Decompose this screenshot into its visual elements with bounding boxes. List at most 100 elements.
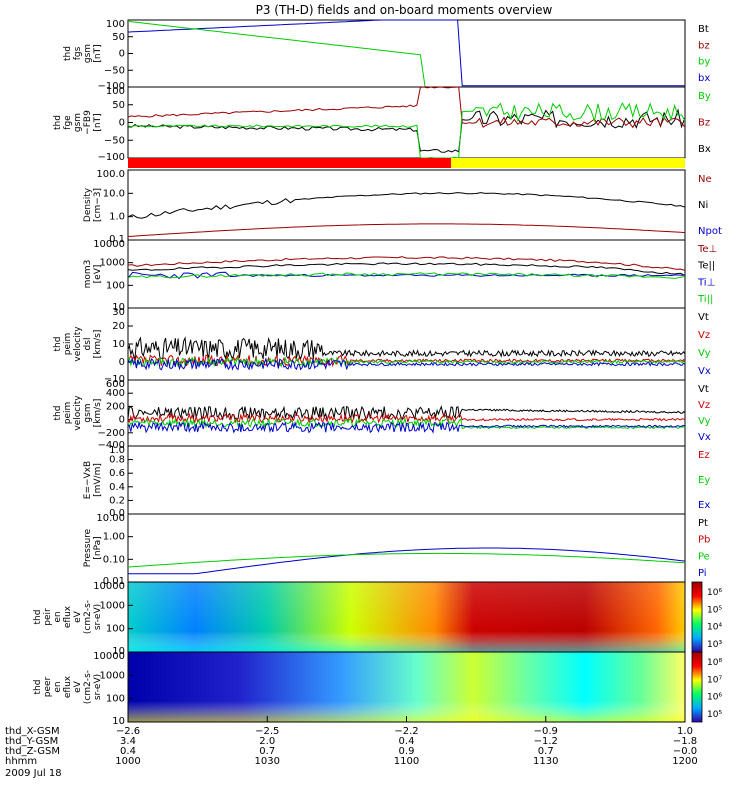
y-axis-label: gsm xyxy=(83,403,93,422)
x-row-label: thd_X-GSM xyxy=(5,726,60,737)
y-tick-label: 100 xyxy=(106,86,125,97)
y-tick-label: 1000 xyxy=(100,670,125,681)
x-row-value: 3.4 xyxy=(120,736,136,747)
legend-bx: bx xyxy=(698,73,710,84)
panel-frame xyxy=(127,307,686,381)
y-tick-label: 400 xyxy=(106,388,125,399)
legend-vz: Vz xyxy=(698,400,710,411)
y-tick-label: 1.0 xyxy=(109,445,125,456)
y-tick-label: 0.2 xyxy=(109,495,125,506)
y-axis-label: fge xyxy=(63,115,73,130)
y-axis-label: velocity xyxy=(73,395,83,431)
y-tick-label: 50 xyxy=(112,100,125,111)
y-axis-label: Density xyxy=(83,187,93,222)
y-tick-label: 50 xyxy=(112,32,125,43)
trace-vz xyxy=(127,354,686,368)
legend-ne: Ne xyxy=(698,174,712,185)
trace-by xyxy=(127,101,686,159)
y-axis-label: thd xyxy=(63,46,73,61)
legend-pt: Pt xyxy=(698,518,708,529)
y-tick-label: 10000 xyxy=(93,239,125,250)
legend-ni: Ni xyxy=(698,200,708,211)
y-axis-label: E=−VxB xyxy=(83,461,93,499)
y-tick-label: 0.8 xyxy=(109,455,125,466)
y-axis-label: thd xyxy=(33,610,43,625)
panel-pressure: 10.00 1.00 0.10 0.01 Pressure [nPa] Pt Pb Pe Pi xyxy=(83,513,710,587)
y-tick-label: 0 xyxy=(119,49,125,60)
y-axis-label: peir xyxy=(43,608,53,626)
x-row-value: 1100 xyxy=(394,756,419,767)
mode-segment-0 xyxy=(128,158,452,168)
x-row-value: 0.7 xyxy=(259,746,275,757)
y-axis-label: en xyxy=(53,611,63,622)
y-axis-label: dsl xyxy=(83,338,93,351)
legend-vz: Vz xyxy=(698,330,710,341)
legend-vx: Vx xyxy=(698,432,711,443)
y-axis-label: [cm−3] xyxy=(93,188,103,222)
trace-ni xyxy=(127,192,686,219)
date-label: 2009 Jul 18 xyxy=(5,768,62,779)
y-axis-label: velocity xyxy=(73,326,83,362)
panel-frame xyxy=(127,445,686,515)
y-axis-label: eV xyxy=(73,680,83,693)
y-tick-label: 30 xyxy=(112,307,125,318)
x-row-value: 1030 xyxy=(255,756,280,767)
y-axis-label: (cm2-s- xyxy=(83,670,93,704)
y-axis-label: sr-eV) xyxy=(93,674,103,700)
y-axis-label: [km/s] xyxy=(93,330,103,359)
x-row-value: −1.8 xyxy=(673,736,697,747)
legend-te||: Te|| xyxy=(697,261,715,272)
trace-vx xyxy=(127,357,686,371)
colorbar-tick: 10⁸ xyxy=(707,658,722,668)
y-tick-label: 10 xyxy=(112,646,125,657)
y-tick-label: 100 xyxy=(106,694,125,705)
y-tick-label: 0.10 xyxy=(103,554,125,565)
colorbar-tick: 10⁷ xyxy=(707,675,722,685)
y-tick-label: 1000 xyxy=(100,600,125,611)
mode-segment-1 xyxy=(451,158,685,168)
y-tick-label: 1.0 xyxy=(109,212,125,223)
panel-vel_e: 30 20 10 0 −10 thd peim velocity dsl [km/s] Vt Vz Vy… xyxy=(53,307,711,385)
panel-ion_spec: 10⁶ 10⁵ 10⁴ 10³ 10000 1000 100 10 thd peir en eflux… xyxy=(33,581,722,657)
legend-bx: Bx xyxy=(698,144,711,155)
y-axis-label: (cm2-s- xyxy=(83,600,93,634)
x-row-value: 0.4 xyxy=(399,736,415,747)
y-tick-label: 100 xyxy=(106,624,125,635)
y-tick-label: 10 xyxy=(112,716,125,727)
legend-vy: Vy xyxy=(698,348,711,359)
y-axis-label: eflux xyxy=(63,605,73,628)
y-tick-label: 0.0 xyxy=(109,508,125,519)
panel-fgs: 100 50 0 −50 −100 thd fgs gsm [nT] Bt bz by bx xyxy=(63,19,710,92)
y-tick-label: 100 xyxy=(106,280,125,291)
y-axis-label: peim xyxy=(63,333,73,356)
x-row-value: −2.6 xyxy=(116,726,140,737)
x-row-value: 2.0 xyxy=(259,736,275,747)
legend-ti||: Ti|| xyxy=(697,294,713,305)
x-row-value: −2.5 xyxy=(255,726,279,737)
legend-vt: Vt xyxy=(698,312,709,323)
y-tick-label: 0.6 xyxy=(109,468,125,479)
legend-npot: Npot xyxy=(698,226,722,237)
y-axis-label: fgs xyxy=(73,46,83,60)
y-tick-label: 10000 xyxy=(93,651,125,662)
y-tick-label: 10 xyxy=(112,302,125,313)
y-axis-label: eflux xyxy=(63,675,73,698)
x-row-value: −1.2 xyxy=(534,736,558,747)
trace-bx xyxy=(127,19,685,87)
y-axis-label: [nPa] xyxy=(93,536,103,559)
colorbar-tick: 10³ xyxy=(707,640,722,650)
trace-bx xyxy=(127,108,686,153)
y-tick-label: −400 xyxy=(98,440,125,451)
x-row-label: thd_Y-GSM xyxy=(5,736,58,747)
x-row-label: hhmm xyxy=(5,756,37,767)
y-tick-label: 0 xyxy=(119,415,125,426)
y-tick-label: 10.00 xyxy=(96,513,125,524)
colorbar-tick: 10⁶ xyxy=(707,588,722,598)
x-row-value: 1000 xyxy=(115,756,140,767)
y-axis-label: peim xyxy=(63,402,73,425)
trace-vy xyxy=(127,356,686,368)
colorbar-tick: 10⁵ xyxy=(707,710,722,720)
legend-pi: Pi xyxy=(698,568,707,579)
trace-by xyxy=(127,20,685,88)
